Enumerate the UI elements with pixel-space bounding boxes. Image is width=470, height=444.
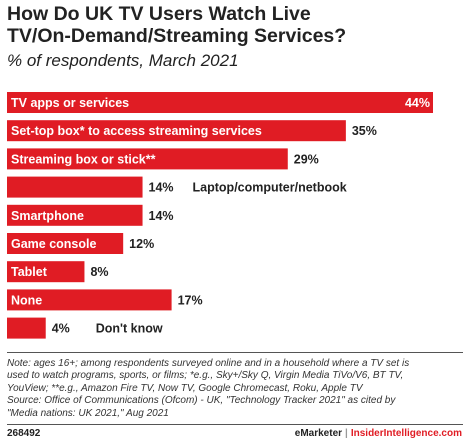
bar-chart: TV apps or services 44% Set-top box* to ac… (7, 92, 433, 339)
source-line-2: "Media nations: UK 2021," Aug 2021 (7, 407, 169, 419)
brand-emarketer: eMarketer (294, 428, 343, 439)
source-line-1: Source: Office of Communications (Ofcom)… (7, 395, 396, 407)
note-line-2: used to watch programs, sports, or films… (7, 370, 404, 382)
bar-5 (7, 233, 124, 254)
bar-8 (7, 317, 46, 339)
bar-1 (7, 120, 346, 142)
category-label-1: Set-top box* to access streaming service… (11, 124, 262, 138)
title-line-2: TV/On-Demand/Streaming Services? (7, 25, 347, 47)
bar-3 (7, 176, 143, 198)
bottom-divider (7, 424, 463, 425)
category-label-3: Laptop/computer/netbook (193, 181, 347, 195)
brand-insider-intelligence: InsiderIntelligence.com (350, 428, 462, 439)
category-label-0: TV apps or services (11, 96, 129, 110)
value-label-0: 44% (405, 96, 430, 110)
value-label-1: 35% (352, 124, 377, 138)
footer-brand: eMarketer | InsiderIntelligence.com (295, 428, 462, 439)
value-label-2: 29% (294, 152, 319, 166)
category-label-6: Tablet (11, 265, 48, 279)
value-label-8: 4% (52, 322, 70, 336)
category-label-2: Streaming box or stick** (11, 152, 156, 166)
category-label-4: Smartphone (11, 209, 84, 223)
value-label-5: 12% (129, 237, 154, 251)
title-line-1: How Do UK TV Users Watch Live (7, 3, 311, 25)
chart-notes: Note: ages 16+; among respondents survey… (7, 358, 463, 420)
bar-4 (7, 204, 143, 226)
category-label-5: Game console (11, 237, 96, 251)
value-label-3: 14% (149, 181, 174, 195)
bar-0 (7, 92, 433, 113)
value-label-4: 14% (149, 209, 174, 223)
bar-6 (7, 261, 85, 283)
brand-separator: | (345, 428, 348, 439)
chart-id: 268492 (7, 428, 41, 439)
value-label-7: 17% (178, 293, 203, 307)
value-label-6: 8% (90, 265, 108, 279)
category-label-8: Don't know (96, 322, 163, 336)
bar-7 (7, 289, 172, 311)
chart-subtitle: % of respondents, March 2021 (7, 51, 239, 70)
note-line-1: Note: ages 16+; among respondents survey… (7, 358, 410, 369)
note-line-3: YouView; **e.g., Amazon Fire TV, Now TV,… (7, 382, 363, 394)
bar-2 (7, 148, 288, 170)
chart-title: How Do UK TV Users Watch Live TV/On-Dema… (7, 3, 462, 47)
top-divider (7, 352, 463, 353)
category-label-7: None (11, 293, 42, 307)
